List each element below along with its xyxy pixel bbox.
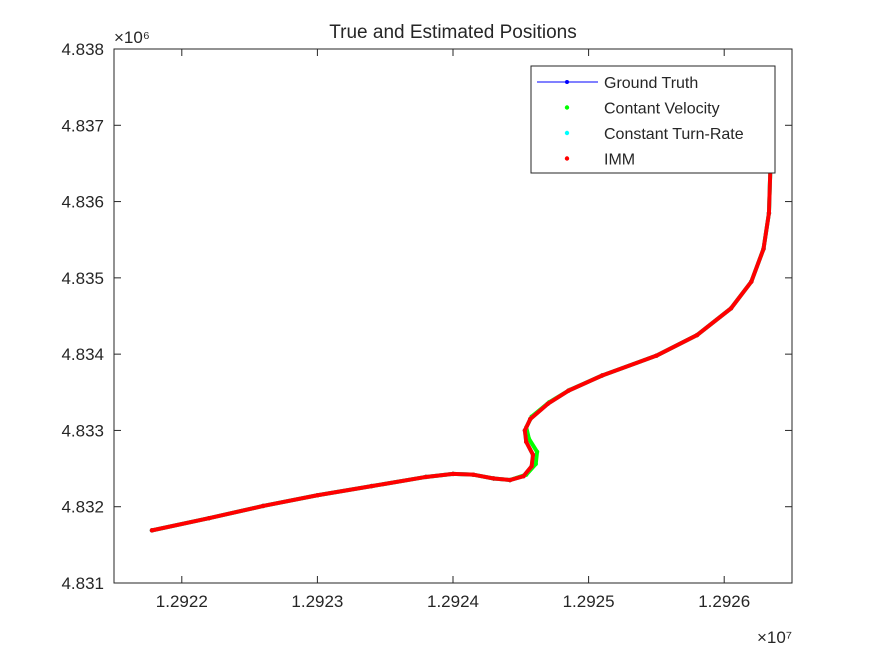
- chart-title: True and Estimated Positions: [329, 22, 576, 43]
- data-point-imm: [766, 210, 772, 216]
- legend-items: Ground Truth Contant Velocity Constant Tur…: [537, 75, 744, 169]
- legend: Ground Truth Contant Velocity Constant Tur…: [530, 65, 776, 174]
- data-point-imm: [149, 528, 155, 533]
- data-point-imm: [206, 515, 212, 521]
- series-trace-imm: [149, 169, 773, 533]
- data-point-imm: [599, 373, 605, 378]
- data-point-imm: [315, 493, 320, 498]
- legend-box: [530, 65, 776, 174]
- y-tick-label: 4.837: [61, 116, 104, 135]
- data-point-imm: [521, 474, 526, 479]
- x-tick-label: 1.2925: [563, 592, 615, 611]
- x-tick-label: 1.2923: [291, 592, 343, 611]
- legend-label-contant-velocity: Contant Velocity: [604, 101, 720, 118]
- data-point-contant-velocity: [534, 449, 540, 454]
- data-point-imm: [761, 246, 766, 252]
- data-point-imm: [507, 477, 513, 483]
- data-point-imm: [529, 464, 534, 469]
- data-point-contant-velocity: [533, 461, 538, 467]
- data-point-imm: [522, 428, 528, 433]
- y-exponent-label: ×10⁶: [114, 28, 150, 47]
- legend-label-constant-turn-rate: Constant Turn-Rate: [604, 126, 744, 143]
- y-tick-label: 4.835: [61, 269, 104, 288]
- x-exponent-label: ×10⁷: [757, 628, 792, 647]
- ticks-layer: 1.2922 1.2923 1.2924 1.2925 1.2926 4.831 4.832…: [61, 40, 792, 611]
- y-tick-label: 4.836: [61, 193, 104, 212]
- y-tick-label: 4.831: [61, 574, 104, 593]
- y-tick-label: 4.838: [61, 40, 104, 59]
- data-point-imm: [491, 476, 496, 481]
- x-tick-label: 1.2926: [698, 592, 750, 611]
- y-tick-label: 4.832: [61, 498, 104, 517]
- legend-label-imm: IMM: [604, 152, 635, 169]
- legend-marker-ground-truth: [565, 80, 569, 84]
- legend-label-ground-truth: Ground Truth: [604, 75, 698, 92]
- legend-marker-imm: [564, 156, 570, 161]
- y-tick-label: 4.834: [61, 345, 104, 364]
- data-point-imm: [530, 452, 536, 458]
- data-point-imm: [260, 503, 266, 509]
- data-point-imm: [528, 416, 533, 422]
- data-point-imm: [545, 401, 551, 406]
- series-layer: [149, 168, 773, 533]
- data-point-imm: [749, 279, 754, 284]
- legend-marker-constant-turn-rate: [564, 130, 570, 136]
- data-point-imm: [694, 332, 700, 338]
- legend-marker-contant-velocity: [564, 105, 570, 110]
- data-point-imm: [654, 353, 659, 358]
- data-point-imm: [566, 388, 571, 393]
- x-tick-label: 1.2922: [156, 592, 208, 611]
- data-point-imm: [524, 439, 529, 445]
- data-point-imm: [450, 471, 456, 477]
- x-tick-label: 1.2924: [427, 592, 479, 611]
- data-point-imm: [423, 474, 429, 480]
- y-tick-label: 4.833: [61, 421, 104, 440]
- data-point-imm: [728, 306, 734, 311]
- data-point-imm: [369, 483, 374, 489]
- data-point-imm: [471, 472, 476, 477]
